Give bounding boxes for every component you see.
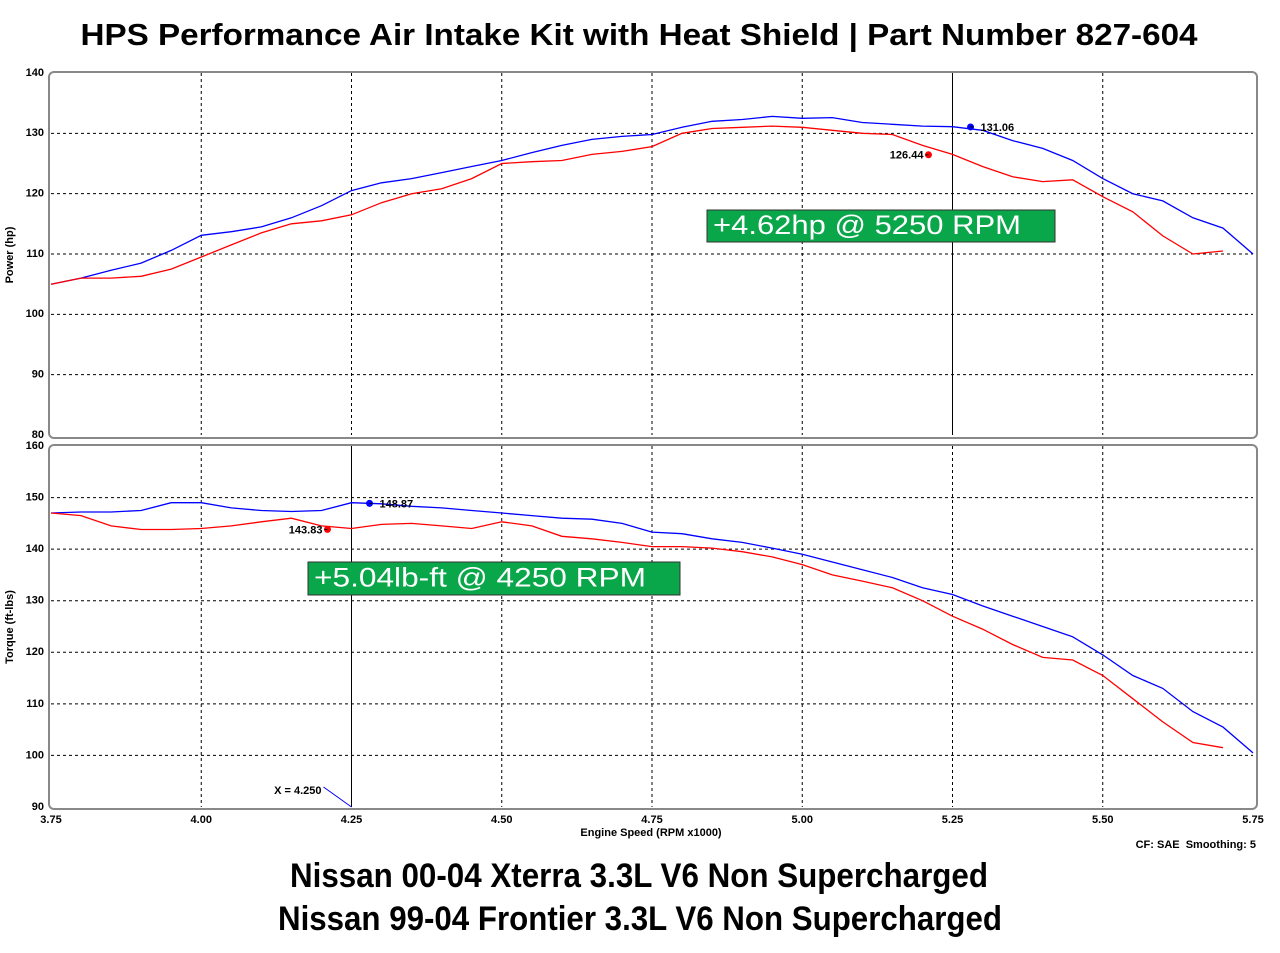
page-title: HPS Performance Air Intake Kit with Heat… xyxy=(81,17,1199,52)
panel-frame xyxy=(48,444,1258,810)
footer-line: Nissan 00-04 Xterra 3.3L V6 Non Supercha… xyxy=(290,857,988,895)
y-tick-label: 150 xyxy=(26,491,44,503)
y-tick-label: 90 xyxy=(32,369,44,381)
x-tick-label: 5.75 xyxy=(1242,814,1263,826)
annotation-box xyxy=(307,561,681,596)
y-tick-label: 160 xyxy=(26,440,44,452)
panel-frame xyxy=(48,71,1258,439)
annotation-text: +5.04lb-ft @ 4250 RPM xyxy=(314,563,646,593)
annotation-text: +4.62hp @ 5250 RPM xyxy=(713,210,1021,240)
y-tick-label: 110 xyxy=(26,698,44,710)
marker-label: 126.44 xyxy=(890,150,925,162)
y-axis-label: Power (hp) xyxy=(4,226,16,283)
series-line xyxy=(50,512,1224,749)
x-tick-label: 5.00 xyxy=(792,814,813,826)
x-axis-label: Engine Speed (RPM x1000) xyxy=(580,827,722,839)
y-tick-label: 120 xyxy=(26,646,44,658)
y-tick-label: 130 xyxy=(26,127,44,139)
x-tick-label: 5.50 xyxy=(1092,814,1113,826)
y-tick-label: 110 xyxy=(26,248,44,260)
marker-label: 148.87 xyxy=(380,498,414,510)
x-tick-label: 4.25 xyxy=(341,814,362,826)
cursor-label: X = 4.250 xyxy=(274,785,321,797)
y-tick-label: 120 xyxy=(26,188,44,200)
chart-note: CF: SAE Smoothing: 5 xyxy=(1136,839,1256,851)
x-tick-label: 4.00 xyxy=(191,814,212,826)
marker-label: 143.83 xyxy=(289,524,323,536)
x-tick-label: 4.75 xyxy=(641,814,662,826)
y-tick-label: 140 xyxy=(26,543,44,555)
y-axis-label: Torque (ft-lbs) xyxy=(4,590,16,664)
series-line xyxy=(50,125,1224,285)
y-tick-label: 100 xyxy=(26,749,44,761)
x-tick-label: 5.25 xyxy=(942,814,963,826)
y-tick-label: 130 xyxy=(26,595,44,607)
y-tick-label: 90 xyxy=(32,801,44,813)
y-tick-label: 80 xyxy=(32,429,44,441)
x-tick-label: 3.75 xyxy=(40,814,61,826)
cursor-pointer xyxy=(323,786,352,808)
series-line xyxy=(50,115,1254,285)
footer-line: Nissan 99-04 Frontier 3.3L V6 Non Superc… xyxy=(278,900,1002,938)
y-tick-label: 100 xyxy=(26,308,44,320)
y-tick-label: 140 xyxy=(26,67,44,79)
annotation-box xyxy=(706,209,1056,243)
x-tick-label: 4.50 xyxy=(491,814,512,826)
marker-label: 131.06 xyxy=(981,122,1015,134)
series-line xyxy=(50,502,1254,754)
